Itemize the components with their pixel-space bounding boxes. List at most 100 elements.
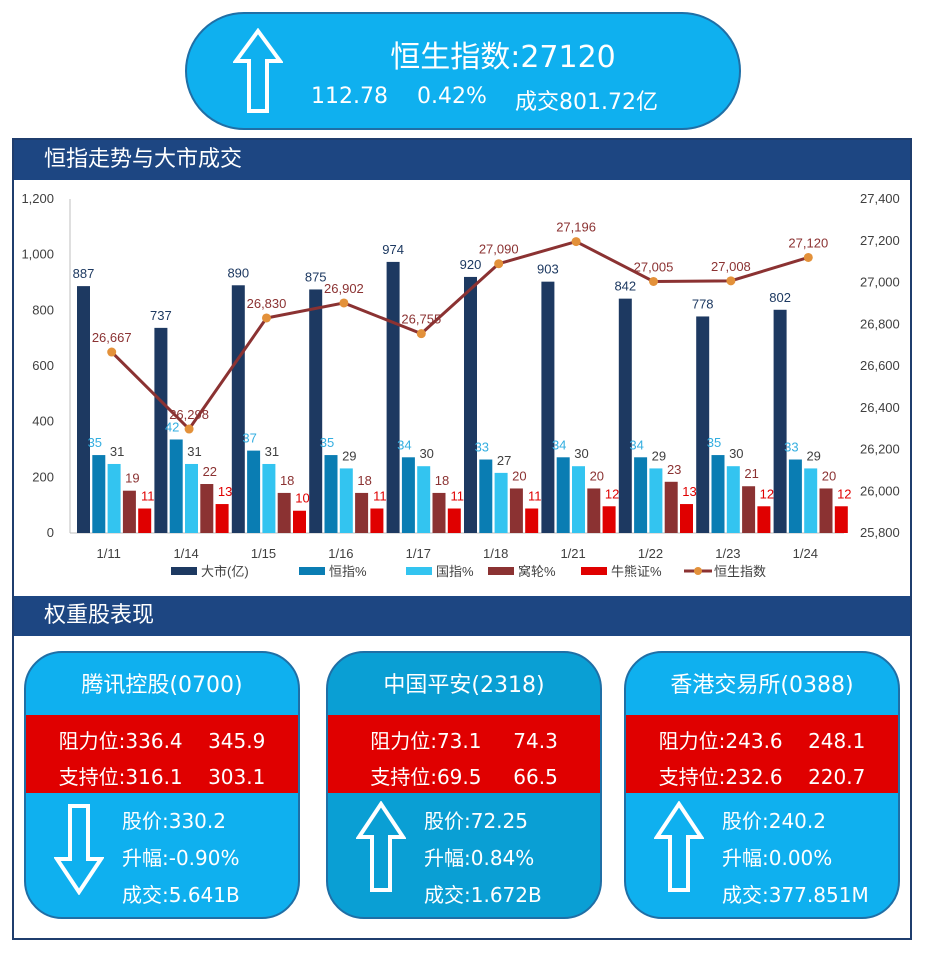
hscei-pct-label: 27 — [497, 453, 511, 468]
warrant-pct-bar — [587, 488, 601, 533]
warrant-pct-bar — [509, 488, 523, 533]
y-right-tick-label: 27,000 — [860, 275, 900, 290]
index-point — [107, 347, 117, 357]
index-value-label: 27,005 — [634, 259, 674, 274]
index-title: 恒生指数:27120 — [390, 40, 616, 75]
y-right-tick-label: 26,200 — [860, 442, 900, 457]
index-value-label: 27,090 — [479, 242, 519, 257]
stock-name: 腾讯控股(0700) — [81, 673, 243, 698]
index-point — [649, 276, 658, 286]
hsi-pct-label: 35 — [707, 435, 721, 450]
y-right-tick-label: 26,800 — [860, 316, 900, 331]
legend-warrant-pct-label: 窝轮% — [518, 564, 556, 579]
hscei-pct-bar — [804, 468, 818, 533]
legend-index-label: 恒生指数 — [714, 564, 766, 579]
hscei-pct-bar — [185, 463, 198, 533]
warrant-pct-label: 22 — [203, 464, 217, 479]
market-turnover: 成交801.72亿 — [515, 90, 658, 115]
cbbc-pct-bar — [138, 508, 152, 533]
market-value-label: 890 — [227, 265, 249, 280]
stocks-section-title: 权重股表现 — [14, 596, 910, 636]
hscei-pct-label: 29 — [806, 448, 820, 463]
index-value-label: 26,298 — [169, 407, 209, 422]
warrant-pct-bar — [432, 492, 446, 533]
y-left-tick-label: 800 — [32, 302, 54, 317]
index-value-label: 26,830 — [247, 296, 287, 311]
up-arrow-icon — [654, 801, 704, 892]
y-left-tick-label: 0 — [47, 525, 54, 540]
hscei-pct-label: 30 — [419, 446, 433, 461]
x-tick-label: 1/22 — [638, 546, 663, 561]
stock-name: 中国平安(2318) — [383, 673, 545, 698]
hscei-pct-label: 29 — [652, 448, 666, 463]
index-point — [494, 259, 504, 269]
warrant-pct-label: 20 — [822, 468, 836, 483]
support-levels: 支持位:69.5 66.5 — [370, 765, 558, 789]
resistance-support-panel: 阻力位:243.6 248.1 支持位:232.6 220.7 — [626, 715, 898, 793]
hsi-pct-bar — [324, 455, 338, 533]
warrant-pct-bar — [742, 486, 756, 533]
market-value-label: 903 — [537, 262, 559, 277]
market-bar — [309, 289, 323, 533]
legend-hscei-pct-swatch — [406, 567, 432, 575]
cbbc-pct-bar — [447, 508, 461, 533]
index-point — [803, 252, 813, 262]
stock-card-tencent: 腾讯控股(0700) 阻力位:336.4 345.9 支持位:316.1 303… — [24, 651, 300, 919]
hsi-pct-bar — [92, 455, 106, 533]
market-bar — [541, 281, 555, 533]
content-frame — [12, 138, 912, 940]
hscei-pct-bar — [339, 468, 353, 533]
index-change: 112.78 — [311, 84, 388, 109]
cbbc-pct-bar — [757, 506, 771, 533]
market-value-label: 778 — [692, 296, 714, 311]
cbbc-pct-label: 12 — [605, 486, 619, 501]
warrant-pct-label: 20 — [512, 468, 526, 483]
hscei-pct-label: 30 — [729, 446, 743, 461]
warrant-pct-bar — [200, 484, 214, 533]
y-right-tick-label: 26,400 — [860, 400, 900, 415]
x-tick-label: 1/15 — [251, 546, 276, 561]
resistance-levels: 阻力位:243.6 248.1 — [658, 729, 866, 753]
cbbc-pct-bar — [680, 504, 693, 533]
legend-cbbc-pct-label: 牛熊证% — [611, 564, 662, 579]
index-point — [184, 424, 194, 434]
index-point — [262, 313, 271, 323]
cbbc-pct-label: 12 — [837, 486, 851, 501]
cbbc-pct-label: 11 — [141, 489, 155, 504]
resistance-levels: 阻力位:336.4 345.9 — [58, 729, 266, 753]
index-point — [726, 276, 736, 286]
stock-change: 升幅:-0.90% — [122, 846, 240, 870]
hsi-pct-bar — [401, 457, 415, 533]
y-right-tick-label: 26,600 — [860, 358, 900, 373]
hscei-pct-bar — [649, 468, 663, 533]
index-line — [110, 239, 809, 432]
cbbc-pct-label: 13 — [682, 484, 696, 499]
hscei-pct-bar — [107, 463, 121, 533]
hscei-pct-bar — [417, 466, 431, 533]
hscei-pct-label: 29 — [342, 448, 356, 463]
resistance-support-panel: 阻力位:73.1 74.3 支持位:69.5 66.5 — [328, 715, 600, 793]
warrant-pct-bar — [819, 488, 833, 533]
index-value-label: 27,196 — [556, 220, 596, 235]
cbbc-pct-label: 11 — [451, 489, 465, 504]
cbbc-pct-bar — [834, 506, 848, 533]
market-bar — [773, 309, 787, 533]
market-bar — [386, 261, 400, 533]
hscei-pct-bar — [262, 463, 276, 533]
hscei-pct-bar — [572, 466, 585, 533]
up-arrow-icon — [356, 801, 406, 892]
hsi-pct-label: 42 — [165, 419, 179, 434]
hscei-pct-bar — [726, 466, 740, 533]
y-right-tick-label: 27,400 — [860, 191, 900, 206]
trend-chart: 0 200 400 600 800 1,000 1,200 25,800 26,000 26,20… — [21, 191, 900, 579]
stock-name: 香港交易所(0388) — [670, 673, 854, 698]
y-left-tick-label: 400 — [32, 414, 54, 429]
hsi-pct-bar — [788, 459, 802, 533]
hsi-pct-label: 34 — [629, 437, 643, 452]
warrant-pct-label: 20 — [590, 468, 604, 483]
market-value-label: 802 — [769, 290, 791, 305]
legend-hsi-pct-label: 恒指% — [329, 564, 367, 579]
index-value-label: 27,120 — [788, 235, 828, 250]
cbbc-pct-label: 12 — [760, 486, 774, 501]
y-left-tick-label: 1,200 — [21, 191, 54, 206]
